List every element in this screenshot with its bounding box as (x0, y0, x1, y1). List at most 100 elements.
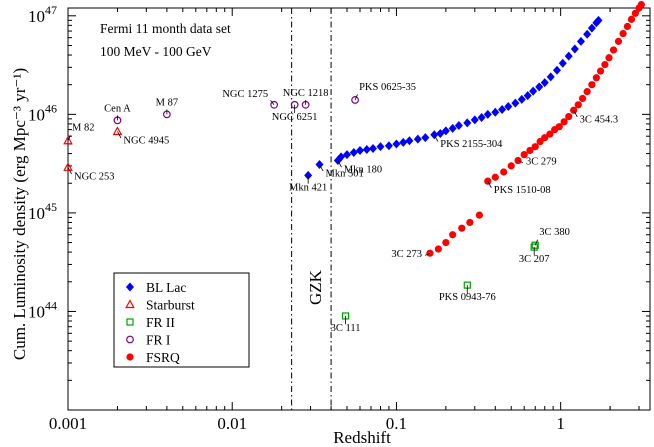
point-annotation: NGC 4945 (123, 135, 169, 146)
point-annotation: NGC 1275 (222, 89, 268, 100)
fr-i-point (351, 96, 359, 104)
plot-frame (67, 7, 651, 411)
bl-lac-point (523, 91, 532, 101)
bl-lac-point (477, 112, 486, 122)
fsrq-point (609, 46, 618, 54)
bl-lac-point (421, 133, 430, 143)
starburst-point (112, 126, 123, 136)
legend-label-starburst: Starburst (146, 298, 195, 313)
fsrq-point (520, 151, 528, 159)
legend-marker-fsrq (126, 353, 134, 361)
starburst-point (63, 135, 73, 145)
bl-lac-point (343, 150, 352, 160)
fsrq-point (546, 130, 554, 138)
info-line-2: 100 MeV - 100 GeV (100, 44, 212, 59)
bl-lac-point (470, 115, 479, 125)
fsrq-point (560, 118, 568, 126)
fsrq-point (614, 37, 623, 45)
legend-label-fr-i: FR I (146, 333, 171, 348)
info-line-1: Fermi 11 month data set (100, 21, 231, 36)
y-tick-label: 1044 (28, 298, 57, 321)
y-axis: 1044 1045 1046 1047 (28, 3, 650, 411)
fsrq-point (623, 22, 632, 31)
fsrq-point (491, 173, 499, 181)
bl-lac-point (349, 148, 358, 158)
bl-lac-point (413, 134, 422, 144)
legend-box (113, 272, 250, 368)
fsrq-point (574, 101, 582, 109)
point-annotation: Mkn 501 (325, 168, 363, 179)
bl-lac-point (376, 142, 385, 152)
bl-lac-point (384, 141, 393, 151)
fsrq-point (541, 134, 549, 142)
bl-lac-point (498, 105, 507, 115)
point-annotation: 3C 380 (539, 227, 570, 238)
point-annotation: NGC 253 (74, 171, 115, 182)
bl-lac-point (362, 144, 371, 154)
point-annotation: NGC 1218 (283, 88, 329, 99)
fsrq-point (619, 29, 627, 38)
legend-label-bl-lac: BL Lac (146, 280, 186, 295)
bl-lac-point (535, 82, 544, 92)
fsrq-point (578, 94, 587, 103)
bl-lac-point (552, 65, 561, 75)
fsrq-point (507, 162, 515, 170)
bl-lac-point (583, 29, 592, 39)
fsrq-point (637, 0, 645, 9)
point-annotation: Mkn 180 (344, 165, 382, 176)
y-tick-label: 1046 (28, 101, 57, 124)
point-annotation: Mkn 421 (289, 182, 327, 193)
y-tick-label: 1045 (28, 200, 57, 223)
point-annotation: Cen A (104, 103, 131, 114)
fr-i-point (270, 100, 279, 109)
legend-label-fr-ii: FR II (146, 315, 175, 330)
bl-lac-point (546, 72, 555, 82)
point-annotation: PKS 2155-304 (440, 139, 503, 150)
fsrq-point (592, 74, 600, 82)
bl-lac-point (454, 121, 463, 131)
bl-lac-point (369, 144, 378, 154)
y-axis-title: Cum. Luminosity density (erg Mpc⁻³ yr⁻¹) (10, 68, 29, 360)
bl-lac-point (441, 126, 450, 136)
bl-lac-point (540, 78, 549, 88)
point-annotation: 3C 207 (519, 254, 550, 265)
data-points (63, 0, 645, 320)
bl-lac-point (558, 58, 567, 68)
gzk-label: GZK (306, 269, 325, 305)
bl-lac-point (511, 98, 520, 108)
legend-marker-bl-lac (126, 282, 134, 292)
bl-lac-point (399, 137, 408, 147)
fsrq-point (458, 224, 466, 232)
x-axis: 0.001 0.01 0.1 1 (49, 8, 640, 433)
bl-lac-point (356, 145, 365, 155)
fsrq-point (442, 238, 450, 247)
point-annotation: NGC 6251 (272, 112, 318, 123)
fsrq-point (631, 9, 639, 17)
point-annotation: 3C 273 (391, 249, 422, 260)
starburst-point (63, 162, 73, 171)
gzk-lines (291, 8, 332, 410)
fsrq-point (466, 218, 474, 227)
fsrq-point (565, 112, 573, 121)
point-annotation: 3C 279 (526, 157, 557, 168)
x-tick-label: 0.01 (217, 414, 247, 433)
point-annotation: 3C 454.3 (580, 114, 619, 125)
legend: BL Lac Starburst FR II FR I FSRQ (113, 272, 250, 368)
legend-marker-fr-i (126, 335, 134, 344)
fsrq-point (475, 211, 483, 219)
legend-marker-fr-ii (126, 318, 134, 326)
fsrq-point (434, 245, 442, 253)
bl-lac-point (483, 109, 492, 119)
bl-lac-point (529, 86, 538, 96)
bl-lac-point (463, 118, 472, 128)
point-annotation: M 82 (72, 123, 94, 134)
fsrq-point (596, 67, 605, 75)
legend-label-fsrq: FSRQ (146, 350, 180, 365)
fsrq-point (627, 15, 636, 23)
bl-lac-point (576, 36, 585, 46)
point-annotations: M 82 NGC 253 Cen A NGC 4945 M 87 NGC 1275 NGC … (67, 82, 619, 334)
y-tick-label: 1047 (28, 3, 57, 26)
fsrq-point (605, 54, 613, 62)
point-annotation: PKS 1510-08 (494, 185, 551, 196)
